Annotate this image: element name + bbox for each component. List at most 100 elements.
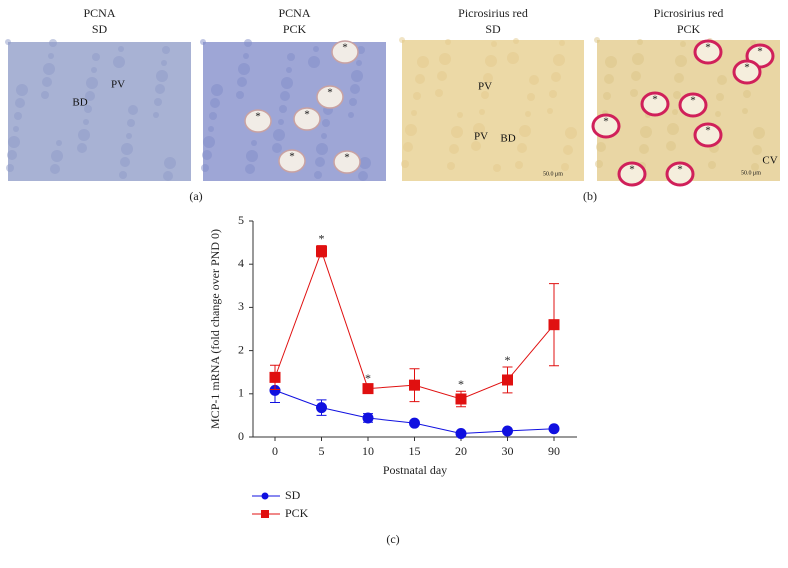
texture [313,46,319,52]
texture [203,136,215,148]
lumen [333,150,361,174]
marker [455,393,467,405]
image-annotation: * [304,109,310,121]
marker [362,412,374,424]
texture [742,108,748,114]
texture [201,164,209,172]
texture [153,112,159,118]
texture [91,67,97,73]
texture [314,171,322,179]
texture [56,140,62,146]
image-annotation: BD [72,97,87,109]
texture [449,144,459,154]
panel-title: Picrosirius red [458,6,528,20]
texture [473,123,485,135]
texture [113,56,125,68]
image-annotation: * [705,125,711,137]
texture [6,164,14,172]
x-tick-label: 5 [319,444,325,458]
image-annotation: * [344,152,350,164]
panel-title: PCK [283,22,307,36]
texture [604,74,614,84]
legend-label: PCK [285,506,309,520]
panel-title: PCNA [278,6,310,20]
texture [519,125,531,137]
texture [451,126,463,138]
image-annotation: * [757,46,763,58]
texture [594,37,600,43]
texture [16,84,28,96]
texture [83,119,89,125]
texture [667,123,679,135]
panel-title: PCK [677,22,701,36]
texture [351,70,363,82]
image-annotation: PV [474,131,488,143]
marker [269,384,281,396]
marker [362,383,374,395]
panel-label: (b) [583,189,597,203]
texture [15,98,25,108]
lumen [693,39,723,65]
texture [595,160,603,168]
texture [708,161,716,169]
texture [673,91,681,99]
texture [639,144,649,154]
significance-label: * [505,353,511,367]
marker [409,417,420,429]
texture [637,39,643,45]
marker [316,245,327,257]
y-axis-label: MCP-1 mRNA (fold change over PND 0) [208,229,222,429]
texture [716,93,724,101]
texture [120,157,130,167]
lumen [278,149,306,173]
panel-label: (c) [386,532,399,546]
texture [272,143,282,153]
y-tick-label: 0 [238,429,244,443]
x-tick-label: 90 [548,444,560,458]
texture [666,141,676,151]
lumen [640,91,670,117]
image-annotation: PV [111,79,125,91]
panel-title: PCNA [83,6,115,20]
lumen [316,85,344,109]
texture [715,111,721,117]
texture [42,77,52,87]
legend-marker [261,492,269,500]
texture [640,126,652,138]
texture [162,46,170,54]
texture [119,171,127,179]
texture [244,39,252,47]
image-annotation: * [327,87,333,99]
significance-label: * [319,231,325,245]
y-tick-label: 4 [238,256,244,270]
texture [551,72,561,82]
y-tick-label: 1 [238,386,244,400]
image-annotation: 50.0 μm [543,171,563,177]
lumen [665,161,695,187]
texture [51,150,63,162]
texture [743,90,751,98]
marker [455,428,467,440]
image-annotation: 50.0 μm [741,170,761,176]
texture [280,91,290,101]
texture [359,157,371,169]
texture [243,53,249,59]
texture [14,112,22,120]
texture [13,126,19,132]
texture [308,56,320,68]
lumen [591,113,621,139]
panel-title: SD [485,22,501,36]
texture [415,74,425,84]
texture [41,91,49,99]
texture [356,60,362,66]
texture [155,84,165,94]
texture [527,93,535,101]
significance-label: * [458,377,464,391]
texture [515,161,523,169]
texture [631,71,641,81]
significance-label: * [365,371,371,385]
y-tick-label: 2 [238,342,244,356]
image-annotation: CV [762,155,777,167]
legend-label: SD [285,488,301,502]
